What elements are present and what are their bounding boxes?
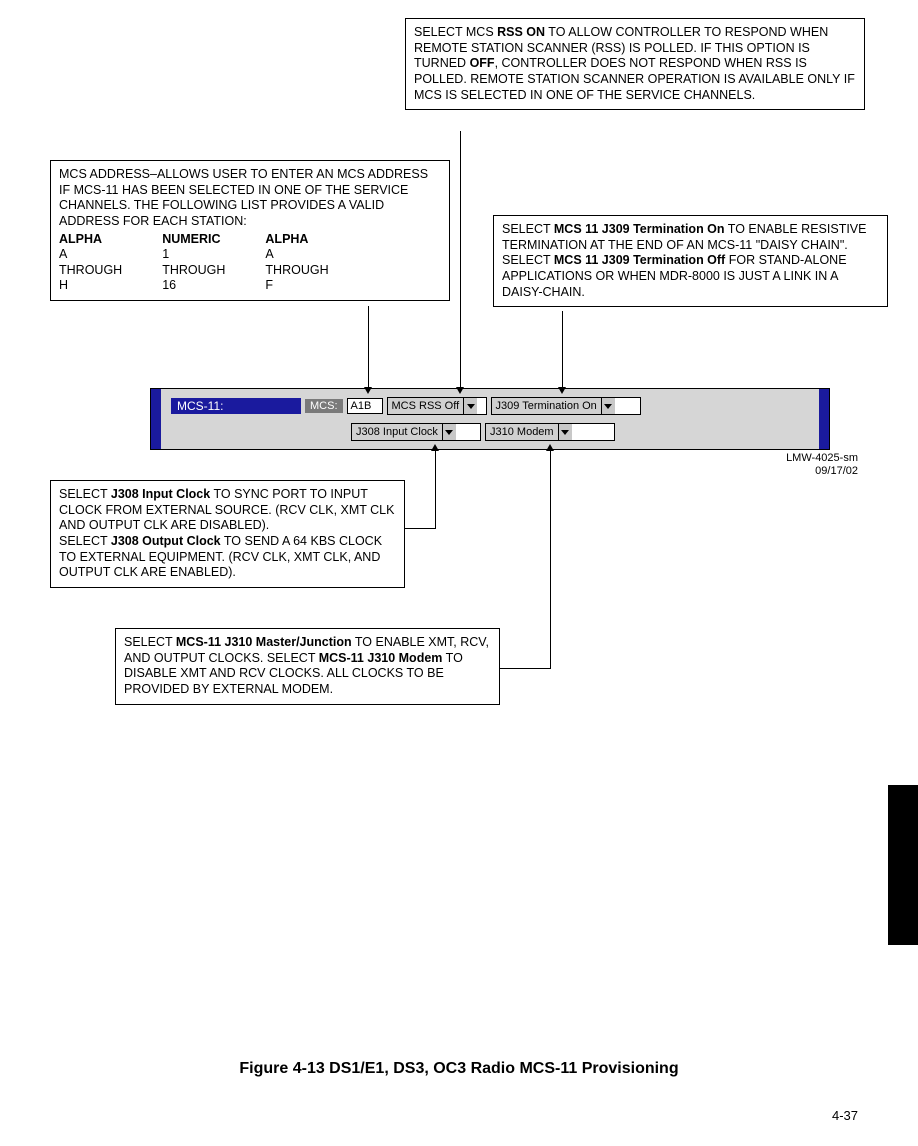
callout-address: MCS ADDRESS–ALLOWS USER TO ENTER AN MCS … [50, 160, 450, 301]
text-bold: RSS ON [497, 25, 545, 39]
td: THROUGH [59, 263, 122, 279]
arrow-up-icon [546, 444, 554, 451]
row2: J308 Input Clock J310 Modem [351, 423, 615, 441]
text: SELECT [59, 534, 111, 548]
leader-line [435, 449, 436, 529]
section-tab [888, 785, 918, 945]
j309-dropdown[interactable]: J309 Termination On [491, 397, 641, 415]
chevron-down-icon[interactable] [601, 398, 615, 414]
chevron-down-icon[interactable] [463, 398, 477, 414]
text-bold: MCS-11 J310 Modem [319, 651, 443, 665]
th: ALPHA [59, 232, 122, 248]
j310-dropdown[interactable]: J310 Modem [485, 423, 615, 441]
doc-id: LMW-4025-sm 09/17/02 [786, 452, 858, 478]
text: SELECT MCS [414, 25, 497, 39]
callout-j309: SELECT MCS 11 J309 Termination On TO ENA… [493, 215, 888, 307]
callout-j310: SELECT MCS-11 J310 Master/Junction TO EN… [115, 628, 500, 705]
address-table: ALPHA A THROUGH H NUMERIC 1 THROUGH 16 A… [59, 232, 441, 295]
td: THROUGH [162, 263, 225, 279]
text-bold: J308 Output Clock [111, 534, 221, 548]
text: SELECT [59, 487, 111, 501]
leader-line [550, 449, 551, 669]
chevron-down-icon[interactable] [558, 424, 572, 440]
td: A [59, 247, 122, 263]
rss-dropdown-text: MCS RSS Off [388, 398, 464, 414]
arrow-down-icon [364, 387, 372, 394]
text-bold: MCS-11 J310 Master/Junction [176, 635, 352, 649]
row1: MCS-11: MCS: A1B MCS RSS Off J309 Termin… [171, 397, 641, 415]
j310-dropdown-text: J310 Modem [486, 424, 558, 440]
text-bold: J308 Input Clock [111, 487, 210, 501]
figure-caption: Figure 4-13 DS1/E1, DS3, OC3 Radio MCS-1… [0, 1060, 918, 1078]
th: NUMERIC [162, 232, 225, 248]
th: ALPHA [265, 232, 328, 248]
leader-line [562, 311, 563, 387]
callout-j308: SELECT J308 Input Clock TO SYNC PORT TO … [50, 480, 405, 588]
td: F [265, 278, 328, 294]
doc-date: 09/17/02 [786, 465, 858, 478]
callout-rss: SELECT MCS RSS ON TO ALLOW CONTROLLER TO… [405, 18, 865, 110]
mcs-label: MCS: [305, 399, 343, 413]
arrow-down-icon [456, 387, 464, 394]
text-bold: OFF [470, 56, 495, 70]
j308-dropdown[interactable]: J308 Input Clock [351, 423, 481, 441]
leader-line [405, 528, 435, 529]
doc-code: LMW-4025-sm [786, 452, 858, 465]
mcs-address-input[interactable]: A1B [347, 398, 383, 414]
j308-dropdown-text: J308 Input Clock [352, 424, 442, 440]
td: 16 [162, 278, 225, 294]
provisioning-strip: MCS-11: MCS: A1B MCS RSS Off J309 Termin… [150, 388, 830, 450]
text-bold: MCS 11 J309 Termination Off [554, 253, 725, 267]
text: SELECT [124, 635, 176, 649]
text: MCS ADDRESS–ALLOWS USER TO ENTER AN MCS … [59, 167, 441, 230]
arrow-down-icon [558, 387, 566, 394]
leader-line [500, 668, 550, 669]
mcs11-label: MCS-11: [171, 398, 301, 414]
text-bold: MCS 11 J309 Termination On [554, 222, 725, 236]
td: H [59, 278, 122, 294]
leader-line [460, 131, 461, 387]
leader-line [368, 306, 369, 388]
rss-dropdown[interactable]: MCS RSS Off [387, 397, 487, 415]
td: THROUGH [265, 263, 328, 279]
j309-dropdown-text: J309 Termination On [492, 398, 601, 414]
page-number: 4-37 [832, 1108, 858, 1123]
td: 1 [162, 247, 225, 263]
arrow-up-icon [431, 444, 439, 451]
text: SELECT [502, 222, 554, 236]
chevron-down-icon[interactable] [442, 424, 456, 440]
td: A [265, 247, 328, 263]
